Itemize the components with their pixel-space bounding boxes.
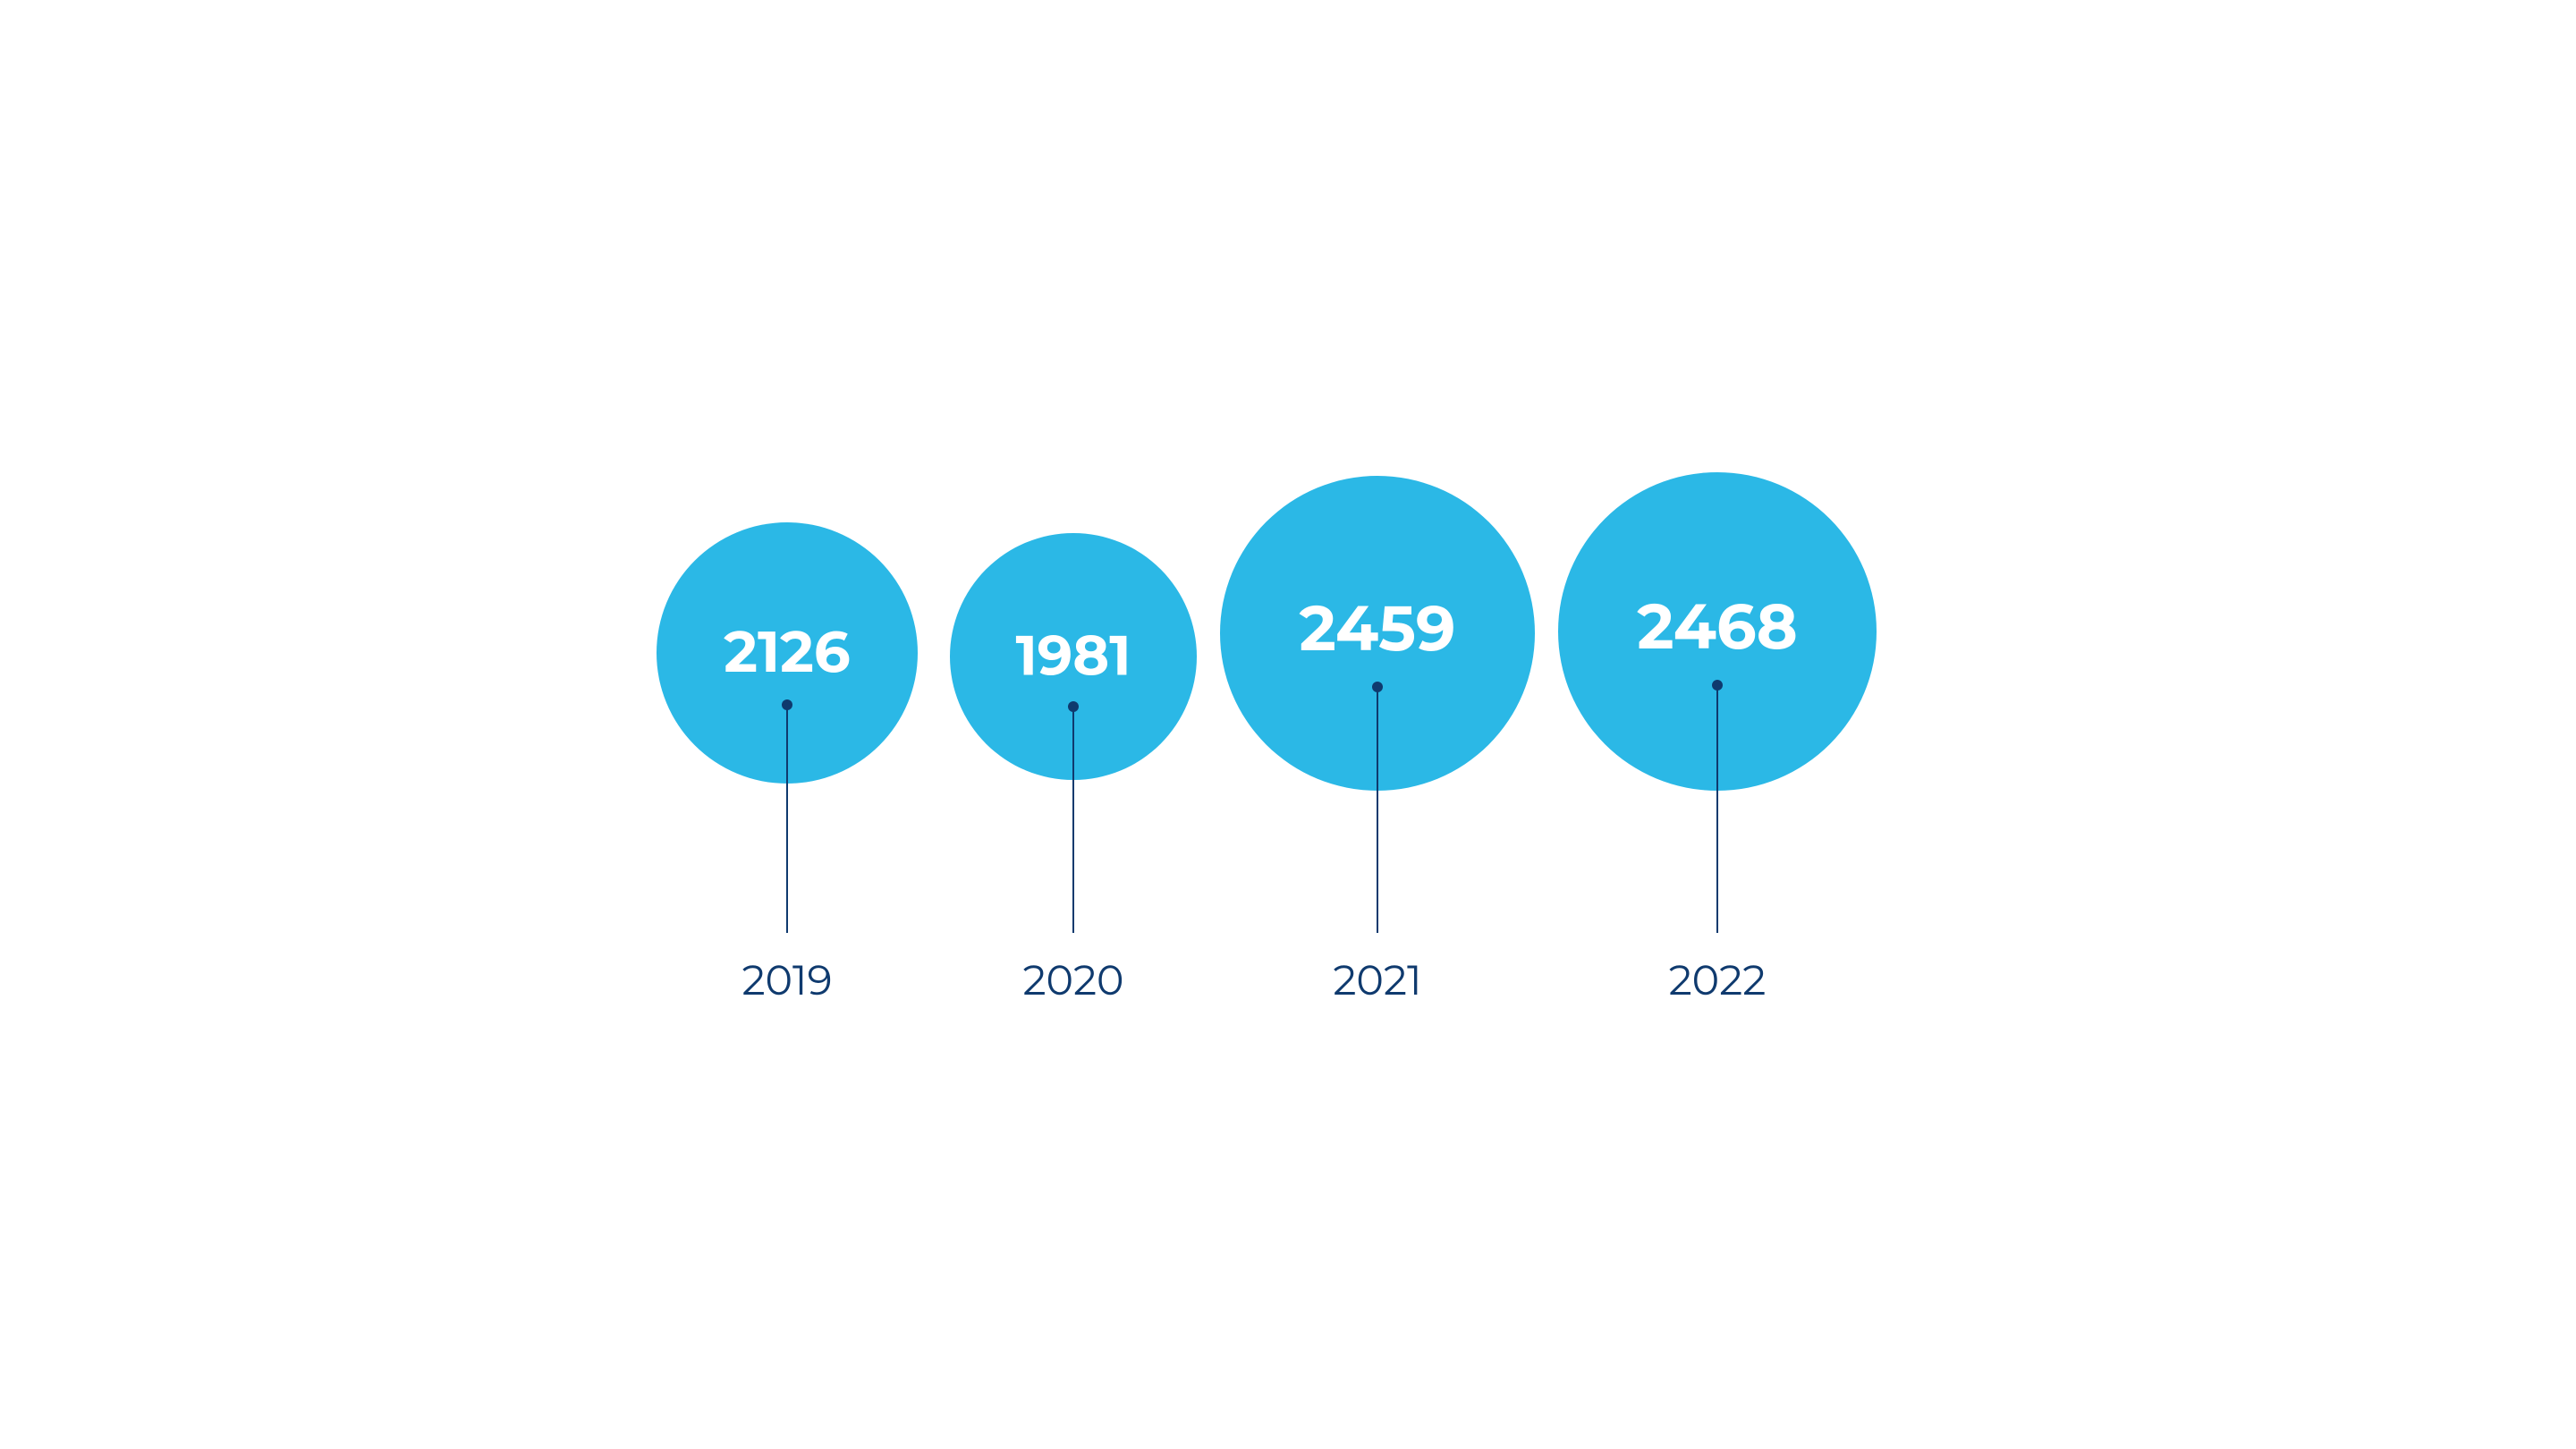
bubble-timeline-chart: 2126 2019 1981 2020 2459 2021 2468 2022 [617,347,1959,1102]
bubble-value: 2126 [724,617,850,687]
year-label: 2022 [1669,954,1767,1005]
bubble-value: 1981 [1015,622,1131,690]
bubble-value: 2468 [1637,588,1798,665]
connector-dot [1372,682,1383,692]
year-label: 2021 [1333,954,1421,1005]
connector-dot [1068,701,1079,712]
year-label: 2020 [1023,954,1124,1005]
connector-dot [1712,680,1723,691]
connector-dot [782,699,792,710]
year-label: 2019 [741,954,832,1005]
bubble-value: 2459 [1299,589,1455,666]
